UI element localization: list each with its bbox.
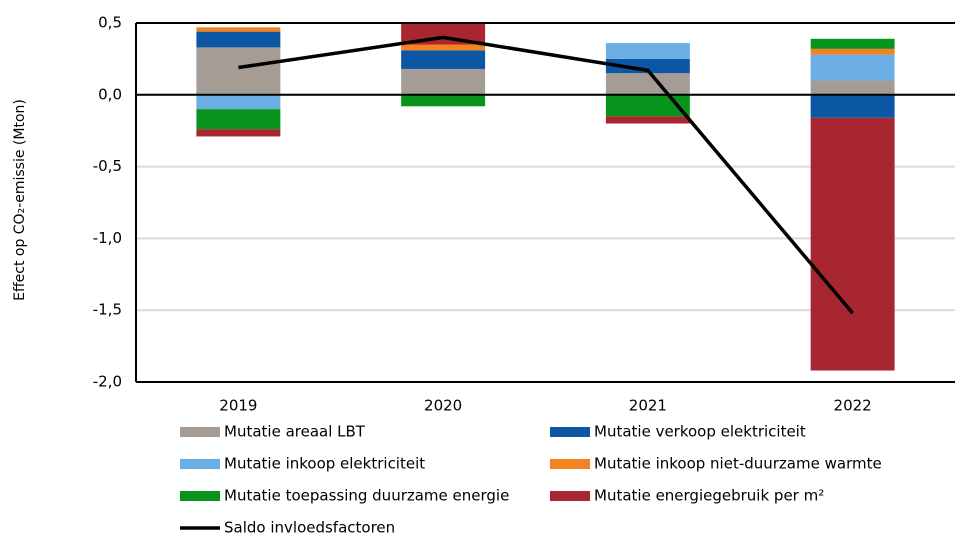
legend-swatch [180, 491, 220, 501]
saldo-line [238, 35, 854, 315]
bar-segment [605, 58, 690, 74]
y-tick-label: -2,0 [93, 373, 122, 391]
y-tick-label: 0,0 [98, 85, 122, 103]
legend-label: Mutatie energiegebruik per m² [594, 487, 824, 505]
bar-segment [196, 27, 281, 32]
legend-label: Mutatie inkoop niet-duurzame warmte [594, 455, 882, 473]
bar-segment [605, 73, 690, 95]
legend-label: Mutatie verkoop elektriciteit [594, 423, 806, 441]
bar-segment [196, 129, 281, 137]
bar-segment [605, 94, 690, 117]
bar-segment [605, 43, 690, 59]
x-tick-label: 2020 [424, 397, 462, 415]
y-tick-label: 0,5 [98, 14, 122, 32]
bar-segment [810, 38, 895, 49]
bar-segment [810, 80, 895, 95]
bar-segment [401, 50, 486, 69]
legend-label: Mutatie toepassing duurzame energie [224, 487, 509, 505]
bar-segment [401, 68, 486, 95]
bar-segment [401, 94, 486, 107]
x-tick-label: 2022 [834, 397, 872, 415]
legend-swatch [180, 427, 220, 437]
bar-segment [605, 116, 690, 124]
bar-segment [196, 31, 281, 48]
bar-segment [810, 117, 895, 371]
bar-segment [810, 54, 895, 81]
bar-segment [810, 48, 895, 55]
y-tick-label: -1,5 [93, 301, 122, 319]
legend-swatch [550, 491, 590, 501]
legend-swatch [550, 459, 590, 469]
y-axis-label: Effect op CO₂-emissie (Mton) [12, 99, 28, 301]
y-tick-label: -0,5 [93, 157, 122, 175]
legend-label: Mutatie areaal LBT [224, 423, 366, 441]
x-tick-label: 2021 [629, 397, 667, 415]
legend-swatch [180, 459, 220, 469]
legend-label: Saldo invloedsfactoren [224, 519, 395, 537]
bar-segment [810, 94, 895, 118]
bar-segment [196, 47, 281, 95]
bar-segment [196, 94, 281, 110]
bar-segment [401, 44, 486, 51]
y-tick-label: -1,0 [93, 229, 122, 247]
legend-label: Mutatie inkoop elektriciteit [224, 455, 425, 473]
x-tick-label: 2019 [219, 397, 257, 415]
bar-segment [196, 109, 281, 130]
legend-swatch [550, 427, 590, 437]
